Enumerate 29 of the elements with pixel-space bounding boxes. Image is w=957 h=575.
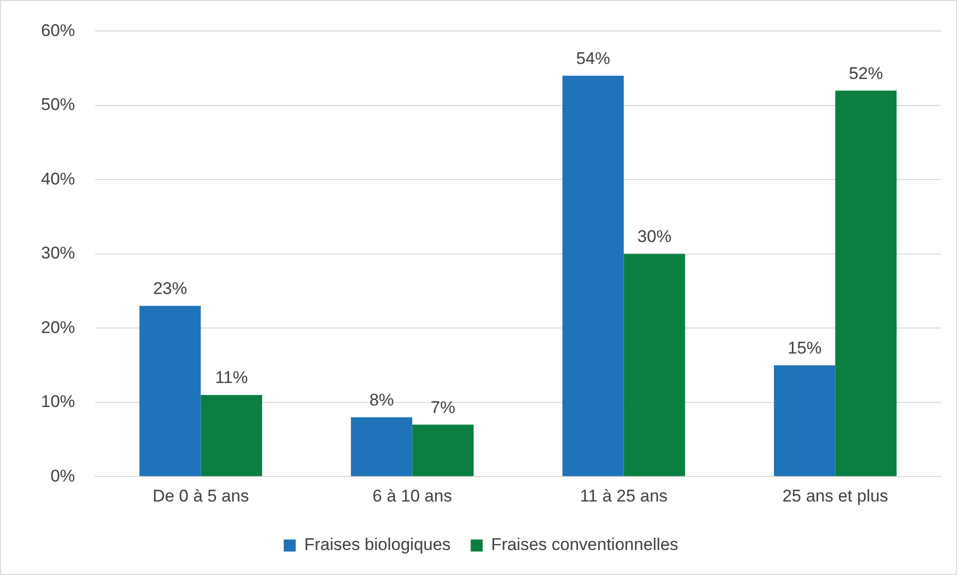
bar xyxy=(139,306,201,476)
x-tick-label: De 0 à 5 ans xyxy=(152,486,249,506)
data-label: 54% xyxy=(576,48,610,68)
x-tick-label: 6 à 10 ans xyxy=(372,486,452,506)
legend-label: Fraises conventionnelles xyxy=(491,535,678,554)
data-label: 23% xyxy=(153,279,188,298)
bar xyxy=(412,424,474,476)
y-tick-label: 20% xyxy=(40,318,76,337)
bar xyxy=(562,76,624,476)
y-tick-label: 10% xyxy=(40,392,76,412)
bar xyxy=(350,417,412,476)
x-tick-label: 25 ans et plus xyxy=(782,486,888,506)
data-label: 30% xyxy=(637,227,672,246)
bar xyxy=(624,254,686,476)
y-tick-label: 50% xyxy=(40,95,76,114)
data-label: 52% xyxy=(848,64,883,83)
bar xyxy=(774,365,836,476)
data-label: 15% xyxy=(788,338,822,358)
x-tick-label: 11 à 25 ans xyxy=(580,486,668,506)
data-label: 11% xyxy=(215,368,248,388)
data-label: 7% xyxy=(430,398,456,417)
legend-label: Fraises biologiques xyxy=(304,535,451,554)
bar xyxy=(835,90,897,476)
y-tick-label: 40% xyxy=(40,169,76,188)
bar xyxy=(200,394,262,476)
y-tick-label: 0% xyxy=(50,466,76,486)
y-tick-label: 60% xyxy=(40,20,76,40)
data-label: 8% xyxy=(369,390,394,410)
y-tick-label: 30% xyxy=(40,244,76,263)
